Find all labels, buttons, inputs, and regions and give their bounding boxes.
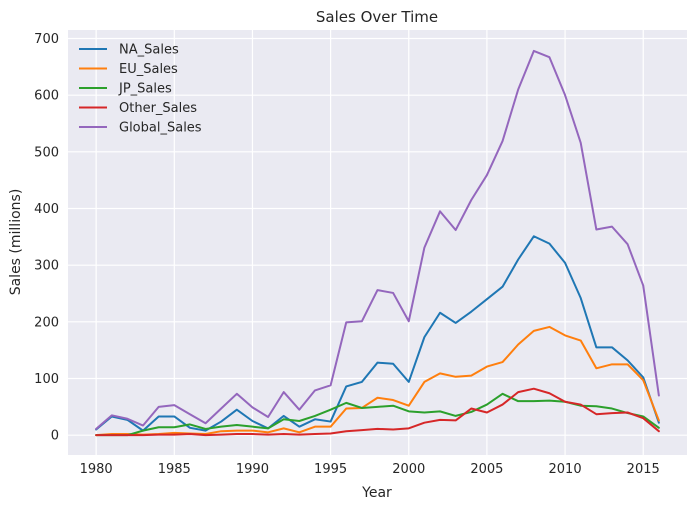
x-tick-label: 2015 <box>627 462 660 477</box>
y-tick-label: 100 <box>34 372 59 387</box>
x-tick-label: 2005 <box>470 462 503 477</box>
legend-label: EU_Sales <box>119 62 178 77</box>
series-line-global-sales <box>95 49 660 430</box>
y-tick-label: 400 <box>34 202 59 217</box>
series-line-other-sales <box>95 387 660 437</box>
legend-label: NA_Sales <box>119 43 179 58</box>
plot-background <box>68 30 687 455</box>
x-axis-ticks: 1980 1985 1990 1995 2000 2005 2010 2015 <box>80 462 660 477</box>
series-lines <box>95 49 660 437</box>
chart-title: Sales Over Time <box>316 8 438 26</box>
legend-label: Other_Sales <box>119 101 197 116</box>
x-tick-label: 1985 <box>158 462 191 477</box>
x-tick-label: 2010 <box>549 462 582 477</box>
x-tick-label: 1980 <box>80 462 113 477</box>
legend-label: Global_Sales <box>119 121 202 136</box>
y-tick-label: 0 <box>51 429 59 444</box>
legend-label: JP_Sales <box>118 82 172 97</box>
y-tick-label: 200 <box>34 315 59 330</box>
x-tick-label: 1995 <box>314 462 347 477</box>
x-tick-label: 1990 <box>236 462 269 477</box>
x-axis-label: Year <box>361 485 392 501</box>
y-axis-label: Sales (millions) <box>8 189 24 296</box>
series-line-na-sales <box>95 235 660 432</box>
x-tick-label: 2000 <box>392 462 425 477</box>
y-tick-label: 700 <box>34 32 59 47</box>
y-tick-label: 500 <box>34 145 59 160</box>
y-tick-label: 600 <box>34 89 59 104</box>
legend: NA_Sales EU_Sales JP_Sales Other_Sales Globa… <box>79 43 202 136</box>
y-axis-ticks: 0 100 200 300 400 500 600 700 <box>34 32 59 444</box>
y-tick-label: 300 <box>34 259 59 274</box>
